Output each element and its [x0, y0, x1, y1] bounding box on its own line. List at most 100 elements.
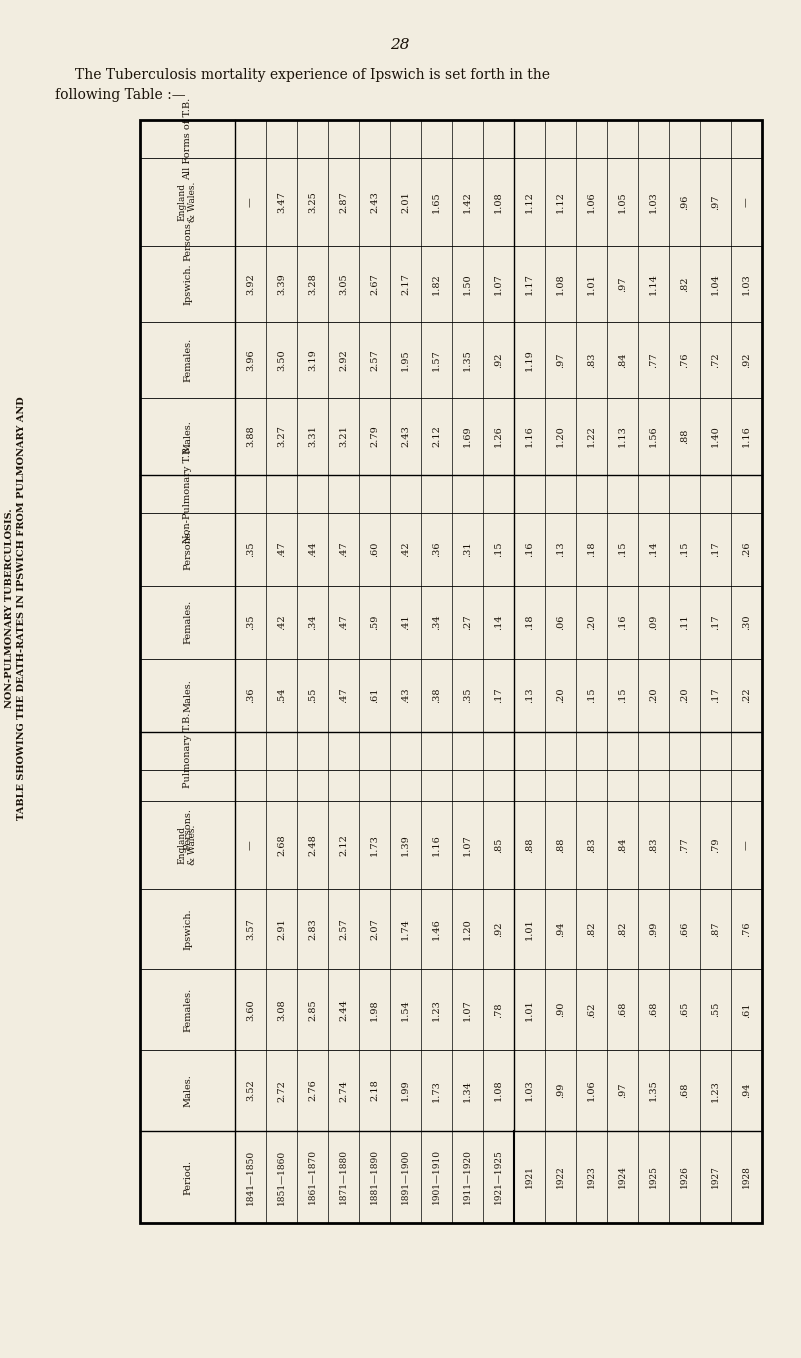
- Text: 1861—1870: 1861—1870: [308, 1149, 317, 1205]
- Text: .76: .76: [742, 921, 751, 937]
- Text: .76: .76: [680, 352, 689, 368]
- Text: NON-PULMONARY TUBERCULOSIS.: NON-PULMONARY TUBERCULOSIS.: [6, 508, 14, 708]
- Text: .26: .26: [742, 542, 751, 557]
- Text: 3.50: 3.50: [277, 349, 286, 371]
- Text: .16: .16: [525, 542, 534, 557]
- Text: 2.68: 2.68: [277, 834, 286, 856]
- Text: 2.12: 2.12: [432, 425, 441, 447]
- Text: 2.76: 2.76: [308, 1080, 317, 1101]
- Text: .27: .27: [463, 614, 472, 630]
- Text: 1.01: 1.01: [587, 273, 596, 295]
- Text: 1901—1910: 1901—1910: [432, 1149, 441, 1205]
- Text: .62: .62: [587, 1002, 596, 1017]
- Text: .18: .18: [587, 542, 596, 557]
- Text: 1.16: 1.16: [742, 425, 751, 447]
- Text: .18: .18: [525, 614, 534, 630]
- Text: 2.57: 2.57: [339, 918, 348, 940]
- Text: 2.85: 2.85: [308, 999, 317, 1021]
- Text: Ipswich.: Ipswich.: [183, 909, 192, 949]
- Text: 1.13: 1.13: [618, 425, 627, 447]
- Text: .17: .17: [711, 542, 720, 557]
- Text: 1.35: 1.35: [463, 349, 472, 371]
- Text: .14: .14: [649, 542, 658, 557]
- Text: 1.73: 1.73: [432, 1080, 441, 1101]
- Text: .92: .92: [742, 352, 751, 368]
- Text: .16: .16: [618, 614, 627, 630]
- Text: 1.12: 1.12: [525, 191, 534, 213]
- Text: 1871—1880: 1871—1880: [339, 1149, 348, 1205]
- Text: 1.82: 1.82: [432, 273, 441, 295]
- Text: 1.74: 1.74: [401, 918, 410, 940]
- Text: 1.23: 1.23: [711, 1080, 720, 1101]
- Text: .36: .36: [246, 687, 255, 703]
- Text: .97: .97: [618, 1082, 627, 1099]
- Text: 3.88: 3.88: [246, 425, 255, 447]
- Text: .15: .15: [587, 687, 596, 703]
- Text: 1.07: 1.07: [463, 834, 472, 856]
- Text: —: —: [246, 841, 255, 850]
- Text: .15: .15: [618, 687, 627, 703]
- Text: .99: .99: [649, 921, 658, 937]
- Text: .99: .99: [556, 1082, 565, 1099]
- Text: 3.60: 3.60: [246, 999, 255, 1021]
- Text: 3.27: 3.27: [277, 425, 286, 447]
- Text: .82: .82: [680, 276, 689, 292]
- Text: 1.07: 1.07: [494, 273, 503, 295]
- Text: .09: .09: [649, 614, 658, 630]
- Text: 2.48: 2.48: [308, 834, 317, 856]
- Text: 1921—1925: 1921—1925: [494, 1150, 503, 1205]
- Text: .82: .82: [587, 921, 596, 937]
- Text: .78: .78: [494, 1002, 503, 1017]
- Text: 1.98: 1.98: [370, 999, 379, 1021]
- Text: 1921: 1921: [525, 1165, 534, 1188]
- Text: England
& Wales.: England & Wales.: [178, 182, 197, 223]
- Text: 2.67: 2.67: [370, 273, 379, 295]
- Text: 1.46: 1.46: [432, 918, 441, 940]
- Text: Pulmonary T.B.: Pulmonary T.B.: [183, 713, 192, 788]
- Text: .61: .61: [370, 687, 379, 703]
- Text: 1.06: 1.06: [587, 191, 596, 213]
- Text: .82: .82: [618, 921, 627, 937]
- Text: TABLE SHOWING THE DEATH-RATES IN IPSWICH FROM PULMONARY AND: TABLE SHOWING THE DEATH-RATES IN IPSWICH…: [18, 397, 26, 820]
- Text: 2.83: 2.83: [308, 918, 317, 940]
- Text: 1927: 1927: [711, 1165, 720, 1188]
- Text: 1.01: 1.01: [525, 999, 534, 1021]
- Text: Males.: Males.: [183, 1074, 192, 1107]
- Text: —: —: [742, 197, 751, 206]
- Text: .83: .83: [587, 352, 596, 368]
- Text: Females.: Females.: [183, 987, 192, 1032]
- Text: 2.57: 2.57: [370, 349, 379, 371]
- Text: Females.: Females.: [183, 600, 192, 644]
- Text: .97: .97: [711, 194, 720, 209]
- Text: 1.07: 1.07: [463, 999, 472, 1021]
- Text: .15: .15: [494, 542, 503, 557]
- Text: .61: .61: [742, 1002, 751, 1017]
- Text: .42: .42: [401, 542, 410, 557]
- Text: .66: .66: [680, 921, 689, 937]
- Text: Females.: Females.: [183, 338, 192, 382]
- Text: 3.31: 3.31: [308, 425, 317, 447]
- Text: .13: .13: [525, 687, 534, 703]
- Text: .35: .35: [246, 542, 255, 557]
- Text: 1.14: 1.14: [649, 273, 658, 295]
- Text: 1.22: 1.22: [587, 425, 596, 447]
- Text: .35: .35: [463, 687, 472, 703]
- Text: 1.95: 1.95: [401, 349, 410, 371]
- Text: .17: .17: [711, 614, 720, 630]
- Text: 2.18: 2.18: [370, 1080, 379, 1101]
- Bar: [140, 120, 762, 1224]
- Text: .85: .85: [494, 837, 503, 853]
- Text: 1891—1900: 1891—1900: [401, 1149, 410, 1205]
- Text: 1.54: 1.54: [401, 999, 410, 1021]
- Text: .44: .44: [308, 542, 317, 557]
- Text: 3.05: 3.05: [339, 273, 348, 295]
- Text: .22: .22: [742, 687, 751, 703]
- Text: 1.20: 1.20: [556, 425, 565, 447]
- Text: .90: .90: [556, 1002, 565, 1017]
- Text: 3.39: 3.39: [277, 273, 286, 295]
- Text: Period.: Period.: [183, 1160, 192, 1195]
- Text: 1.69: 1.69: [463, 425, 472, 447]
- Text: 1924: 1924: [618, 1165, 627, 1188]
- Text: .20: .20: [587, 614, 596, 630]
- Text: .59: .59: [370, 614, 379, 630]
